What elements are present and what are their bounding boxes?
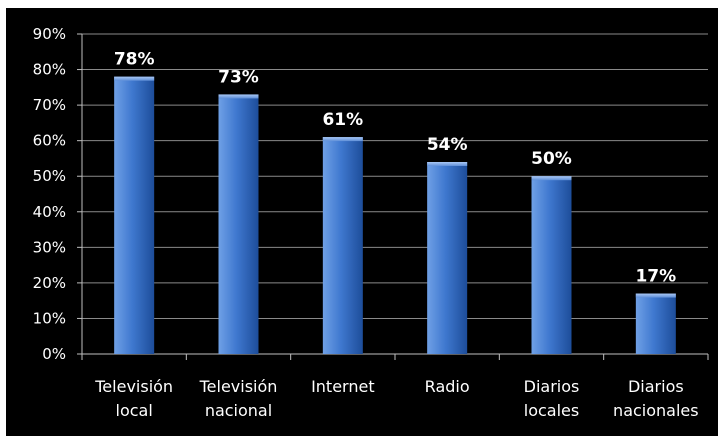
x-category-label: Diarios: [524, 377, 580, 396]
data-label: 50%: [531, 149, 572, 169]
bar-chart: 0% 10% 20% 30% 40% 50% 60% 70% 80% 90% 78% 73% 61% 5…: [33, 25, 709, 420]
axes: [77, 33, 709, 360]
y-tick-label: 80%: [33, 61, 66, 79]
bar-cap: [427, 162, 468, 166]
bar-cap: [218, 94, 259, 99]
y-tick-label: 90%: [33, 25, 66, 43]
x-category-label: Diarios: [628, 377, 684, 396]
y-tick-label: 60%: [33, 132, 66, 150]
gridlines: [82, 33, 708, 319]
x-category-label: Internet: [311, 377, 375, 396]
x-category-label: Radio: [425, 377, 470, 396]
y-tick-label: 10%: [33, 309, 66, 327]
y-tick-label: 50%: [33, 167, 66, 185]
y-tick-label: 40%: [33, 203, 66, 221]
data-label: 61%: [322, 110, 363, 130]
bar-cap: [114, 76, 155, 81]
bars: [114, 76, 676, 355]
data-label: 73%: [218, 67, 259, 87]
bar: [218, 94, 259, 354]
x-category-label: local: [116, 401, 153, 420]
data-labels: 78% 73% 61% 54% 50% 17%: [114, 50, 676, 287]
bar-cap: [635, 293, 676, 298]
bar: [635, 293, 676, 354]
data-label: 78%: [114, 50, 155, 70]
x-category-label: Televisión: [94, 377, 173, 396]
x-category-label: nacional: [205, 401, 272, 420]
x-axis-categories: Televisión local Televisión nacional Interne…: [94, 377, 698, 420]
y-tick-label: 30%: [33, 238, 66, 256]
x-category-label: locales: [524, 401, 579, 420]
data-label: 54%: [427, 135, 468, 155]
bar: [531, 176, 572, 354]
bar: [427, 162, 468, 354]
bar: [322, 137, 363, 354]
y-tick-label: 20%: [33, 274, 66, 292]
x-category-label: nacionales: [613, 401, 699, 420]
chart-area: 0% 10% 20% 30% 40% 50% 60% 70% 80% 90% 78% 73% 61% 5…: [6, 8, 718, 436]
bar-cap: [531, 176, 572, 181]
y-tick-label: 70%: [33, 96, 66, 114]
bar-cap: [322, 137, 363, 142]
y-tick-label: 0%: [42, 345, 66, 363]
bar: [114, 76, 155, 355]
x-category-label: Televisión: [199, 377, 278, 396]
data-label: 17%: [635, 267, 676, 287]
y-axis-ticks: 0% 10% 20% 30% 40% 50% 60% 70% 80% 90%: [33, 25, 66, 363]
